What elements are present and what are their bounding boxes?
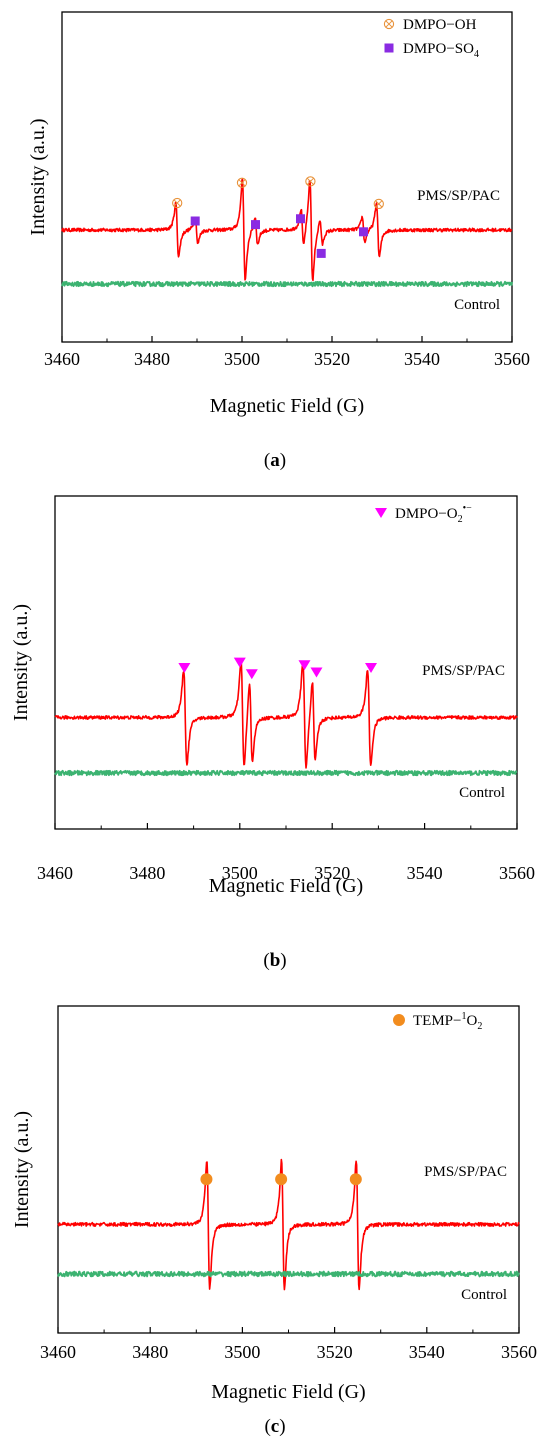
panel-c: 3460 3480 3500 3520 3540 3560 Magnetic Field (… (11, 1005, 537, 1437)
legend-label: DMPO−O2•− (395, 503, 472, 525)
data-marker-circle (275, 1173, 288, 1186)
x-axis-label: Magnetic Field (G) (209, 875, 363, 897)
legend-label: TEMP−1O2 (413, 1011, 482, 1032)
x-tick-label: 3520 (314, 863, 350, 883)
data-marker-square (296, 214, 305, 224)
x-tick-label: 3560 (494, 349, 530, 369)
x-tick-label: 3520 (317, 1342, 353, 1362)
series-label: PMS/SP/PAC (422, 663, 505, 679)
panel-caption: (a) (264, 450, 286, 471)
x-tick-label: 3460 (44, 349, 80, 369)
legend-marker-circle-x (383, 18, 395, 30)
panel-caption: (c) (264, 1416, 285, 1437)
panel-a: 3460 3480 3500 3520 3540 3560 Magnetic Field (… (27, 11, 530, 471)
series-line-pms-sp-pac (61, 178, 513, 282)
series-label: PMS/SP/PAC (417, 188, 500, 204)
series-line-control (57, 1270, 520, 1278)
x-tick-label: 3560 (501, 1342, 537, 1362)
series-line-pms-sp-pac (54, 661, 518, 769)
data-marker-square (359, 227, 368, 237)
series-label: Control (459, 785, 505, 801)
data-marker-square (316, 248, 326, 258)
legend-marker-square (384, 43, 394, 53)
data-marker-triangle-down (365, 663, 378, 673)
x-tick-label: 3500 (224, 1342, 260, 1362)
data-marker-square (251, 220, 260, 230)
x-tick-label: 3560 (499, 863, 535, 883)
x-tick-label: 3540 (407, 863, 443, 883)
data-marker-circle (349, 1173, 362, 1186)
y-axis-label: Intensity (a.u.) (11, 1111, 33, 1228)
legend-marker-circle (393, 1014, 405, 1026)
series-label: PMS/SP/PAC (424, 1164, 507, 1180)
data-marker-triangle-down (310, 667, 323, 678)
panel-caption: (b) (263, 950, 286, 971)
data-marker-circle-x (305, 176, 316, 187)
series-line-pms-sp-pac (57, 1158, 520, 1291)
x-tick-label: 3480 (132, 1342, 168, 1362)
series-label: Control (461, 1287, 507, 1303)
x-tick-label: 3480 (134, 349, 170, 369)
panel-b: 3460 3480 3500 3520 3540 3560 Magnetic Field (… (10, 495, 535, 971)
legend-marker-triangle-down (375, 508, 387, 518)
data-marker-circle-x (236, 177, 248, 188)
x-tick-label: 3500 (224, 349, 260, 369)
data-marker-triangle-down (233, 657, 246, 668)
data-marker-triangle-down (298, 660, 311, 671)
plot-frame (61, 11, 513, 343)
data-marker-circle-x (172, 197, 183, 209)
data-marker-circle-x (373, 198, 384, 210)
x-tick-label: 3540 (404, 349, 440, 369)
x-tick-label: 3460 (37, 863, 73, 883)
series-line-control (54, 769, 518, 777)
series-line-control (61, 280, 513, 288)
legend-label: DMPO−SO4 (403, 41, 479, 60)
x-tick-label: 3540 (409, 1342, 445, 1362)
y-axis-label: Intensity (a.u.) (27, 118, 49, 235)
data-marker-triangle-down (178, 663, 191, 673)
series-label: Control (454, 297, 500, 313)
x-axis-label: Magnetic Field (G) (211, 1381, 365, 1403)
data-marker-square (190, 216, 200, 226)
x-tick-label: 3480 (129, 863, 165, 883)
y-axis-label: Intensity (a.u.) (10, 604, 32, 721)
x-tick-label: 3500 (222, 863, 258, 883)
data-marker-circle (200, 1173, 213, 1186)
data-marker-triangle-down (245, 669, 258, 680)
x-tick-label: 3520 (314, 349, 350, 369)
x-tick-label: 3460 (40, 1342, 76, 1362)
x-axis-label: Magnetic Field (G) (210, 395, 364, 417)
legend-label: DMPO−OH (403, 17, 477, 33)
